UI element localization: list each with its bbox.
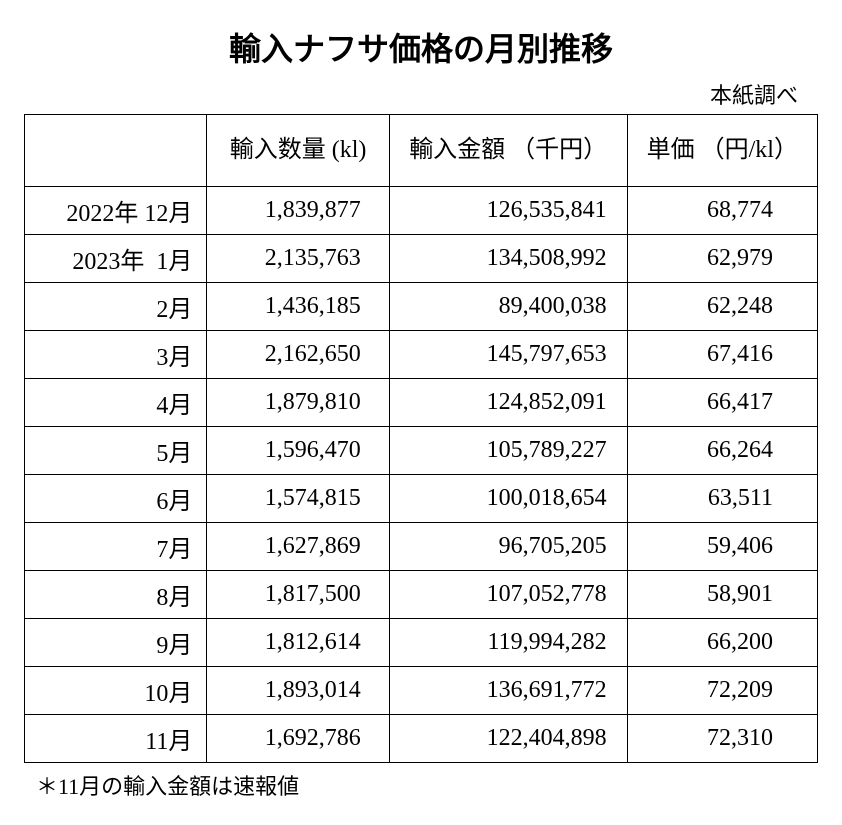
cell-qty: 1,812,614: [207, 619, 389, 667]
cell-amt: 124,852,091: [389, 379, 627, 427]
cell-amt: 100,018,654: [389, 475, 627, 523]
cell-qty: 1,879,810: [207, 379, 389, 427]
cell-period: 2023年 1月: [25, 235, 207, 283]
col-header-period: [25, 115, 207, 187]
footnote: ＊11月の輸入金額は速報値: [24, 769, 818, 801]
table-header-row: 輸入数量 (kl) 輸入金額 （千円） 単価 （円/kl）: [25, 115, 818, 187]
cell-amt: 105,789,227: [389, 427, 627, 475]
cell-qty: 1,596,470: [207, 427, 389, 475]
cell-unit: 67,416: [627, 331, 817, 379]
cell-unit: 66,417: [627, 379, 817, 427]
table-row: 11月1,692,786122,404,89872,310: [25, 715, 818, 763]
table-row: 7月1,627,86996,705,20559,406: [25, 523, 818, 571]
cell-period: 11月: [25, 715, 207, 763]
cell-unit: 63,511: [627, 475, 817, 523]
cell-qty: 1,893,014: [207, 667, 389, 715]
cell-period: 6月: [25, 475, 207, 523]
cell-amt: 126,535,841: [389, 187, 627, 235]
col-header-unit: 単価 （円/kl）: [627, 115, 817, 187]
table-row: 6月1,574,815100,018,65463,511: [25, 475, 818, 523]
col-header-amt: 輸入金額 （千円）: [389, 115, 627, 187]
table-row: 5月1,596,470105,789,22766,264: [25, 427, 818, 475]
cell-unit: 72,209: [627, 667, 817, 715]
table-row: 2022年 12月1,839,877126,535,84168,774: [25, 187, 818, 235]
page-title: 輸入ナフサ価格の月別推移: [24, 24, 818, 70]
cell-period: 7月: [25, 523, 207, 571]
table-row: 2023年 1月2,135,763134,508,99262,979: [25, 235, 818, 283]
cell-period: 8月: [25, 571, 207, 619]
cell-unit: 72,310: [627, 715, 817, 763]
cell-qty: 1,692,786: [207, 715, 389, 763]
cell-amt: 145,797,653: [389, 331, 627, 379]
cell-amt: 122,404,898: [389, 715, 627, 763]
cell-amt: 107,052,778: [389, 571, 627, 619]
table-row: 4月1,879,810124,852,09166,417: [25, 379, 818, 427]
cell-period: 10月: [25, 667, 207, 715]
col-header-qty: 輸入数量 (kl): [207, 115, 389, 187]
cell-period: 9月: [25, 619, 207, 667]
cell-unit: 59,406: [627, 523, 817, 571]
cell-unit: 62,248: [627, 283, 817, 331]
cell-period: 5月: [25, 427, 207, 475]
cell-amt: 119,994,282: [389, 619, 627, 667]
cell-qty: 2,135,763: [207, 235, 389, 283]
table-row: 10月1,893,014136,691,77272,209: [25, 667, 818, 715]
cell-unit: 66,200: [627, 619, 817, 667]
source-note: 本紙調べ: [24, 78, 818, 110]
naphtha-price-table: 輸入数量 (kl) 輸入金額 （千円） 単価 （円/kl） 2022年 12月1…: [24, 114, 818, 763]
table-row: 2月1,436,18589,400,03862,248: [25, 283, 818, 331]
cell-unit: 58,901: [627, 571, 817, 619]
cell-qty: 1,574,815: [207, 475, 389, 523]
cell-qty: 1,817,500: [207, 571, 389, 619]
cell-qty: 1,627,869: [207, 523, 389, 571]
cell-period: 3月: [25, 331, 207, 379]
cell-period: 2022年 12月: [25, 187, 207, 235]
cell-amt: 136,691,772: [389, 667, 627, 715]
cell-amt: 89,400,038: [389, 283, 627, 331]
cell-unit: 66,264: [627, 427, 817, 475]
table-row: 3月2,162,650145,797,65367,416: [25, 331, 818, 379]
cell-amt: 96,705,205: [389, 523, 627, 571]
cell-amt: 134,508,992: [389, 235, 627, 283]
cell-unit: 62,979: [627, 235, 817, 283]
table-row: 8月1,817,500107,052,77858,901: [25, 571, 818, 619]
cell-qty: 2,162,650: [207, 331, 389, 379]
cell-qty: 1,436,185: [207, 283, 389, 331]
cell-period: 2月: [25, 283, 207, 331]
table-row: 9月1,812,614119,994,28266,200: [25, 619, 818, 667]
cell-qty: 1,839,877: [207, 187, 389, 235]
cell-period: 4月: [25, 379, 207, 427]
cell-unit: 68,774: [627, 187, 817, 235]
